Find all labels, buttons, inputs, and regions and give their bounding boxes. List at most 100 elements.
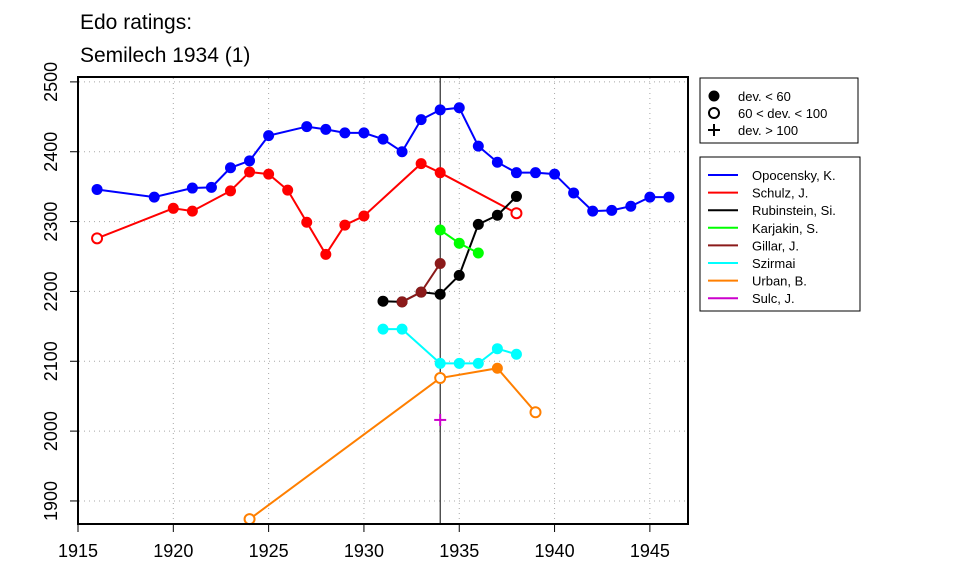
data-point bbox=[301, 216, 313, 228]
legend-item: Szirmai bbox=[708, 256, 795, 271]
legend-item: Sulc, J. bbox=[708, 291, 795, 306]
data-point bbox=[377, 133, 389, 145]
data-point bbox=[205, 181, 217, 193]
x-tick-label: 1920 bbox=[153, 541, 193, 561]
legend-item: Karjakin, S. bbox=[708, 221, 818, 236]
data-point bbox=[510, 167, 522, 179]
data-point bbox=[434, 257, 446, 269]
data-point bbox=[708, 124, 720, 136]
series-karjakin-s bbox=[434, 224, 484, 259]
data-point bbox=[186, 205, 198, 217]
series-urban-b bbox=[243, 362, 542, 526]
data-point bbox=[186, 182, 198, 194]
series-legend-box bbox=[699, 156, 861, 312]
data-point bbox=[377, 295, 389, 307]
data-point bbox=[663, 191, 675, 203]
data-point bbox=[434, 413, 447, 426]
legend-label: Gillar, J. bbox=[752, 238, 799, 253]
data-point bbox=[301, 121, 313, 133]
legend-label: Sulc, J. bbox=[752, 291, 795, 306]
data-point bbox=[529, 406, 542, 419]
series-line bbox=[96, 106, 669, 213]
data-point bbox=[491, 209, 503, 221]
series-szirmai bbox=[377, 323, 522, 369]
y-tick-label: 2100 bbox=[41, 341, 61, 381]
y-tick-label: 2400 bbox=[41, 132, 61, 172]
y-tick-label: 2500 bbox=[41, 62, 61, 102]
marker-legend-label: dev. < 60 bbox=[738, 89, 791, 104]
series-opocensky-k bbox=[91, 102, 675, 217]
data-point bbox=[510, 348, 522, 360]
data-point bbox=[225, 185, 236, 197]
legend-label: Szirmai bbox=[752, 256, 795, 271]
data-point bbox=[358, 210, 370, 222]
data-point bbox=[434, 357, 446, 369]
data-point bbox=[472, 140, 484, 152]
data-point bbox=[453, 237, 465, 249]
data-point bbox=[491, 362, 503, 374]
data-point bbox=[491, 156, 503, 168]
data-point bbox=[320, 123, 332, 135]
data-point bbox=[415, 286, 427, 298]
data-point bbox=[263, 168, 275, 180]
x-tick-label: 1945 bbox=[630, 541, 670, 561]
chart-title: Edo ratings: bbox=[80, 11, 192, 34]
data-point bbox=[148, 191, 160, 203]
series-schulz-j bbox=[91, 158, 523, 260]
data-point bbox=[434, 288, 446, 300]
data-point bbox=[396, 323, 408, 335]
legend-item: Opocensky, K. bbox=[708, 168, 836, 183]
data-point bbox=[339, 219, 351, 231]
series-line bbox=[96, 162, 517, 257]
x-tick-label: 1925 bbox=[249, 541, 289, 561]
data-point bbox=[263, 130, 275, 142]
data-point bbox=[549, 168, 561, 180]
y-tick-label: 2000 bbox=[41, 411, 61, 451]
data-point bbox=[415, 158, 427, 170]
legend-item: Urban, B. bbox=[708, 274, 807, 289]
series-gillar-j bbox=[396, 257, 446, 308]
legend-label: Rubinstein, Si. bbox=[752, 203, 836, 218]
plot-frame bbox=[77, 76, 689, 525]
data-point bbox=[320, 248, 332, 260]
data-point bbox=[244, 155, 256, 167]
axes: 1915 1920 1925 1930 1935 1940 1945 1900 2000 2100… bbox=[41, 62, 670, 561]
data-point bbox=[510, 190, 522, 202]
series-rubinstein-si bbox=[377, 190, 522, 308]
data-point bbox=[396, 146, 408, 158]
data-point bbox=[625, 200, 637, 212]
data-point bbox=[587, 205, 599, 217]
x-tick-label: 1940 bbox=[535, 541, 575, 561]
series-layer bbox=[91, 102, 675, 526]
grid bbox=[79, 78, 687, 523]
data-point bbox=[243, 513, 256, 526]
data-point bbox=[472, 218, 484, 230]
legend-label: Opocensky, K. bbox=[752, 168, 836, 183]
data-point bbox=[708, 107, 720, 119]
legend-item: Rubinstein, Si. bbox=[708, 203, 836, 218]
data-point bbox=[708, 90, 720, 102]
x-tick-label: 1930 bbox=[344, 541, 384, 561]
chart-subtitle: Semilech 1934 (1) bbox=[80, 44, 250, 67]
data-point bbox=[453, 102, 465, 114]
data-point bbox=[510, 207, 523, 220]
legend-label: Urban, B. bbox=[752, 274, 807, 289]
y-tick-label: 2200 bbox=[41, 271, 61, 311]
data-point bbox=[91, 232, 104, 245]
series-sulc-j bbox=[434, 413, 447, 426]
data-point bbox=[282, 184, 294, 196]
data-point bbox=[434, 372, 447, 385]
series-line bbox=[248, 367, 537, 520]
data-point bbox=[644, 191, 656, 203]
x-tick-label: 1935 bbox=[439, 541, 479, 561]
data-point bbox=[91, 183, 103, 195]
data-point bbox=[339, 127, 351, 139]
data-point bbox=[434, 224, 446, 236]
legend-item: Schulz, J. bbox=[708, 186, 808, 201]
data-point bbox=[530, 167, 541, 179]
y-tick-label: 2300 bbox=[41, 202, 61, 242]
data-point bbox=[225, 162, 236, 174]
marker-legend-label: dev. > 100 bbox=[738, 123, 798, 138]
data-point bbox=[472, 247, 484, 259]
data-point bbox=[396, 296, 408, 308]
